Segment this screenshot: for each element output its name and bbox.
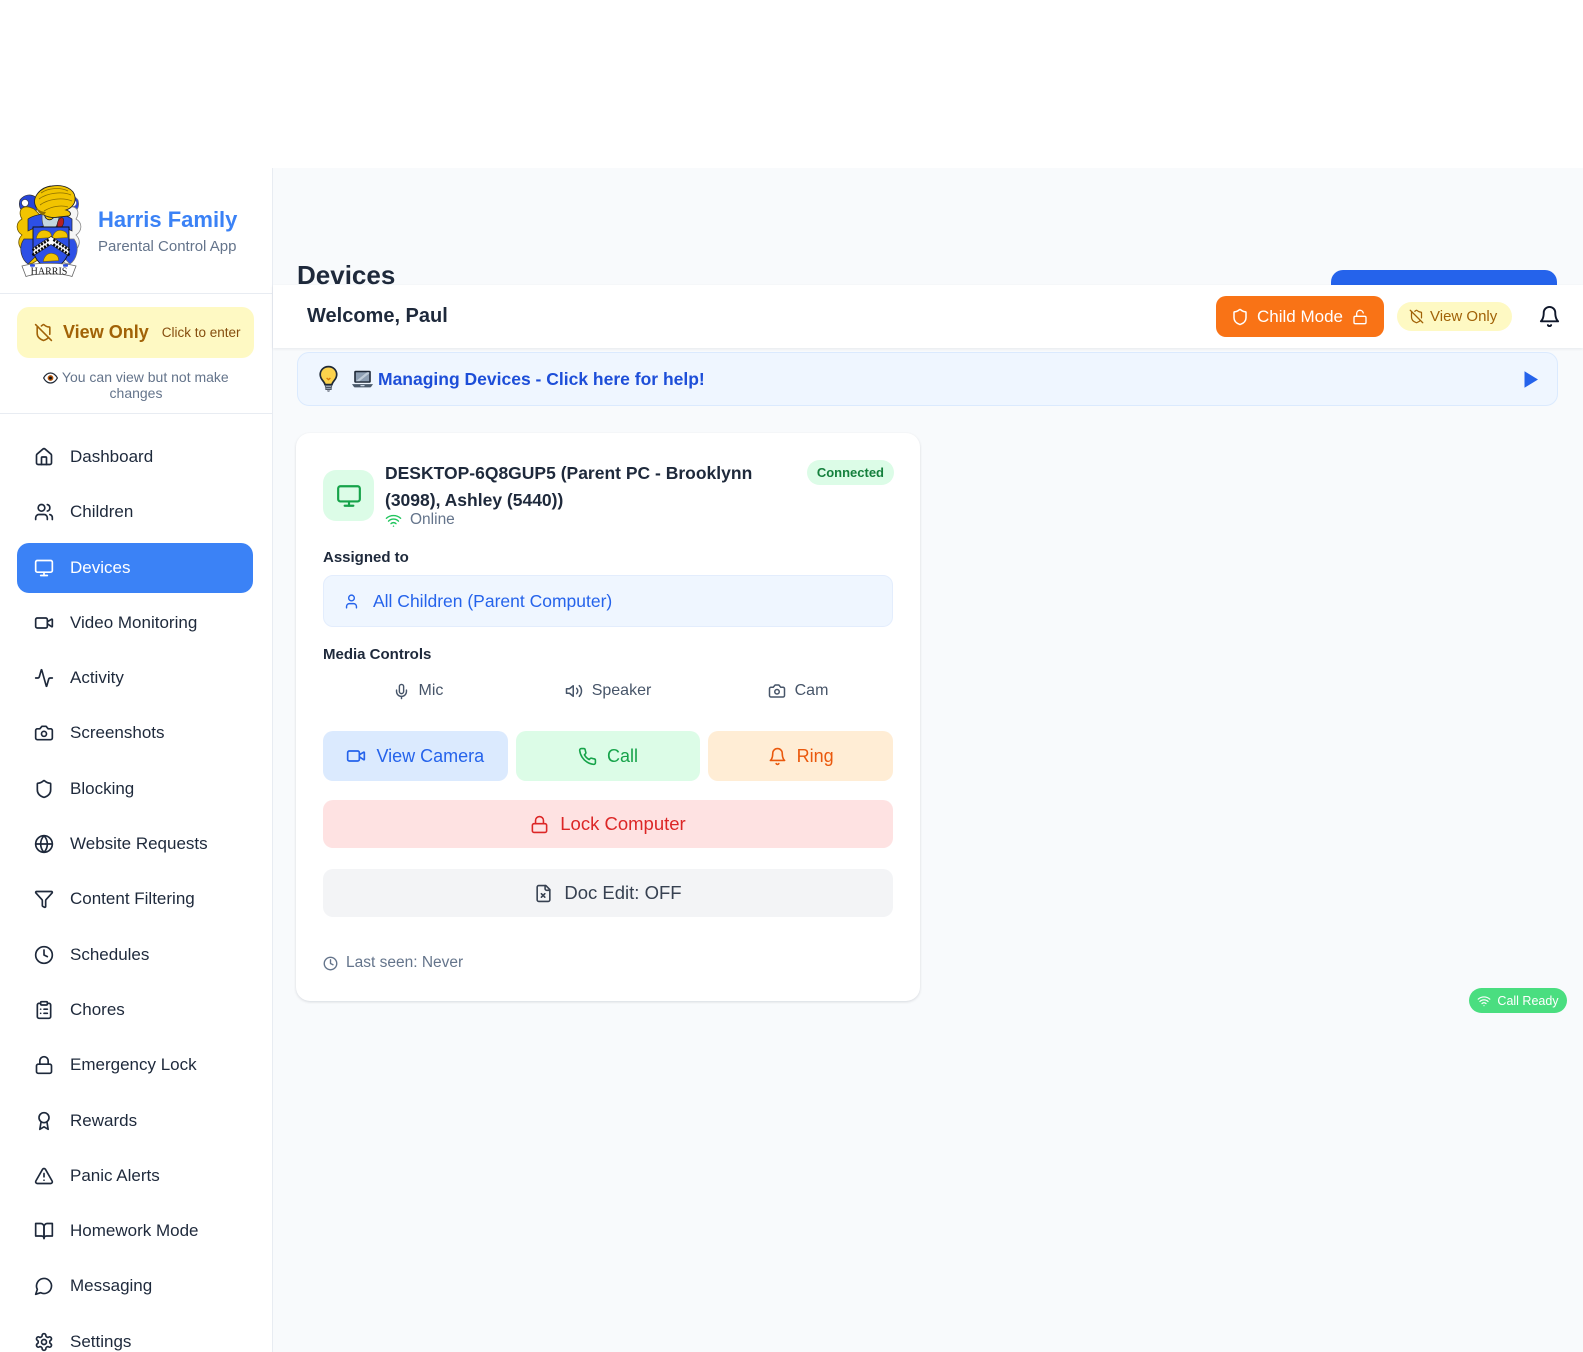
svg-text:HARRIS: HARRIS — [31, 267, 68, 278]
